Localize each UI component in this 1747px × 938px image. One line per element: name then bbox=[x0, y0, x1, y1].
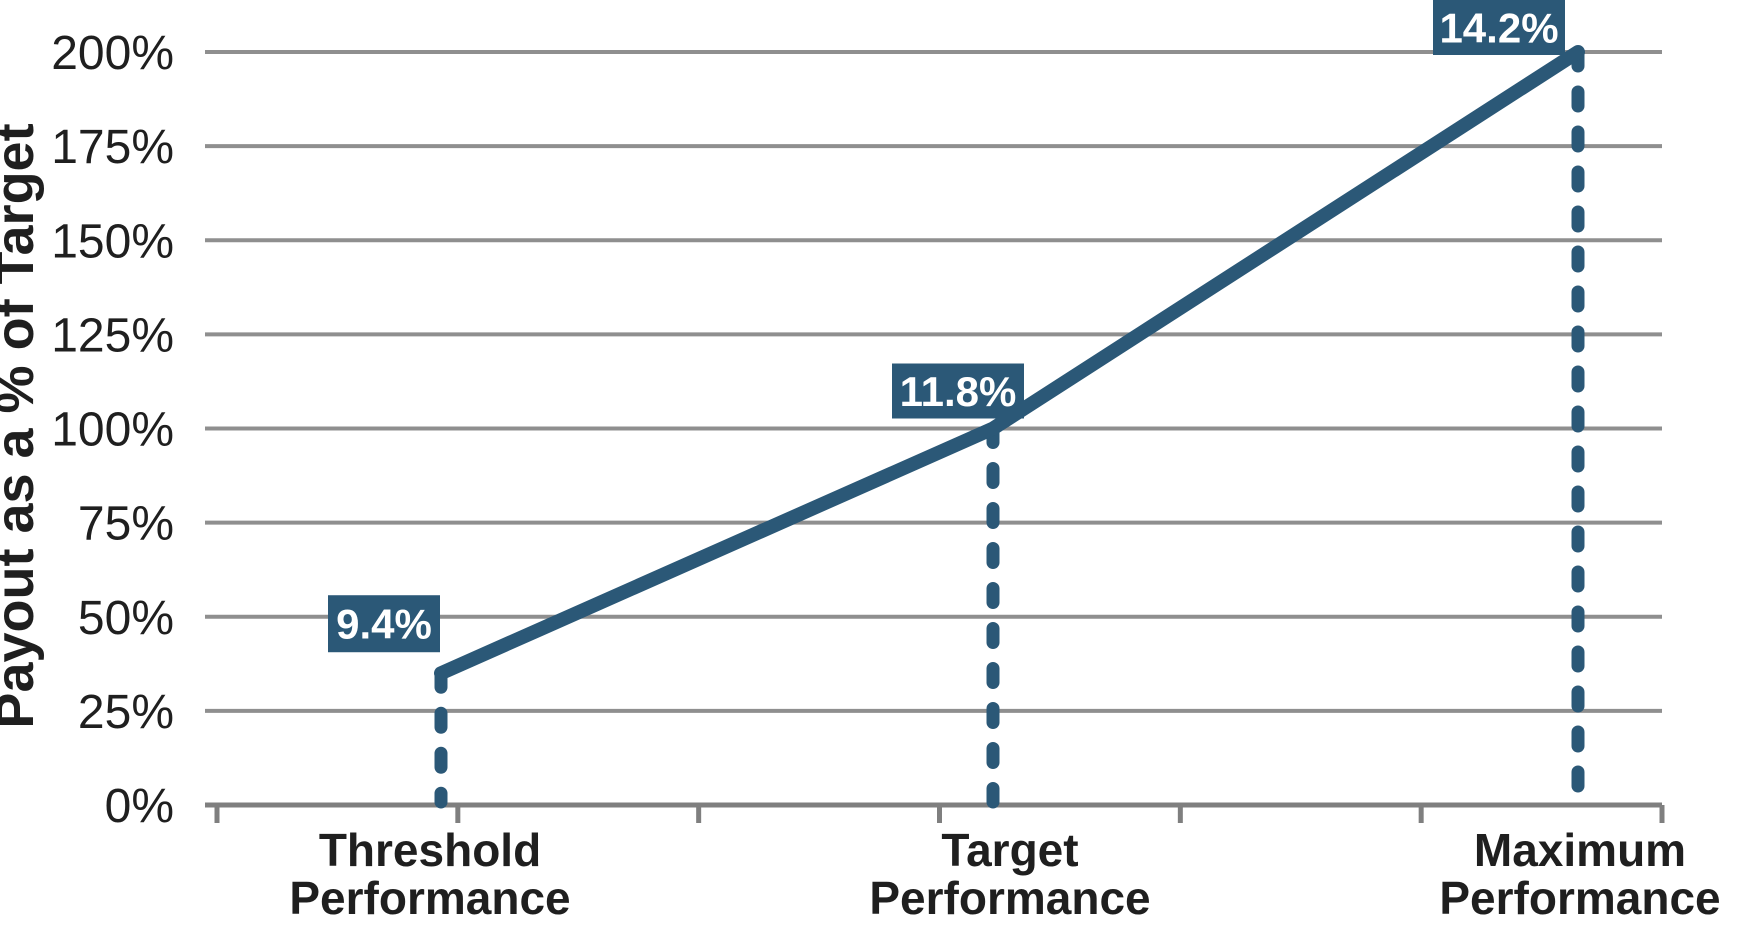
y-axis-tick-label: 125% bbox=[51, 309, 174, 362]
x-axis-category-label-line1: Maximum bbox=[1474, 824, 1686, 876]
data-label-text: 14.2% bbox=[1439, 5, 1558, 52]
x-axis-category-label-line2: Performance bbox=[289, 872, 570, 924]
x-axis-category-label-line1: Target bbox=[941, 824, 1078, 876]
data-label-box bbox=[328, 595, 440, 653]
y-axis-tick-label: 25% bbox=[78, 686, 174, 739]
y-axis-tick-label: 50% bbox=[78, 592, 174, 645]
data-label-text: 11.8% bbox=[900, 368, 1017, 415]
data-label-text: 9.4% bbox=[336, 601, 432, 648]
y-axis-title: Payout as a % of Target bbox=[0, 123, 45, 728]
payout-line bbox=[434, 45, 1585, 681]
data-label-box bbox=[892, 363, 1024, 419]
y-axis-tick-label: 150% bbox=[51, 215, 174, 268]
x-axis-category-label-line2: Performance bbox=[869, 872, 1150, 924]
y-axis-tick-label: 75% bbox=[78, 498, 174, 551]
y-axis-tick-label: 175% bbox=[51, 121, 174, 174]
y-axis-tick-label: 200% bbox=[51, 27, 174, 80]
y-axis-tick-label: 0% bbox=[105, 780, 174, 833]
y-axis-tick-label: 100% bbox=[51, 404, 174, 457]
x-axis-category-label-line2: Performance bbox=[1439, 872, 1720, 924]
x-axis-category-label-line1: Threshold bbox=[319, 824, 541, 876]
data-label-box bbox=[1433, 0, 1565, 55]
